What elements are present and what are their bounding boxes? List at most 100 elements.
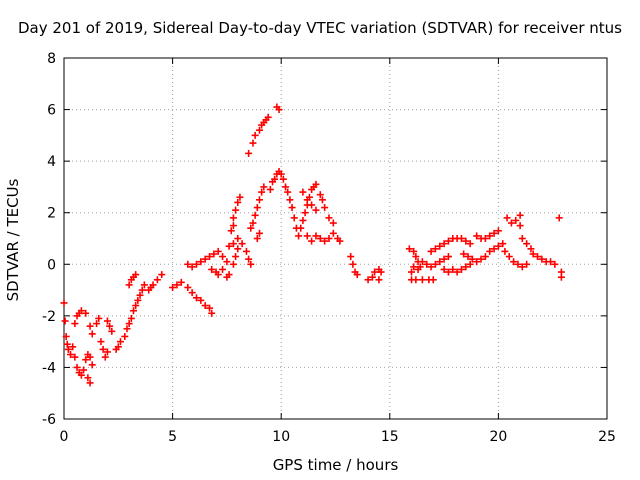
data-point <box>440 265 448 273</box>
data-point <box>377 268 385 276</box>
data-point <box>312 206 320 214</box>
data-point <box>255 196 263 204</box>
data-point <box>464 253 472 261</box>
data-point <box>219 265 227 273</box>
data-point <box>251 131 259 139</box>
data-point <box>214 247 222 255</box>
y-tick-label: 8 <box>47 51 56 67</box>
data-point <box>288 204 296 212</box>
data-point <box>501 247 509 255</box>
data-point <box>177 278 185 286</box>
data-point <box>329 219 337 227</box>
y-tick-label: -6 <box>42 412 56 428</box>
data-point <box>201 255 209 263</box>
data-point <box>466 260 474 268</box>
data-point <box>229 240 237 248</box>
data-point <box>518 263 526 271</box>
data-point <box>103 348 111 356</box>
data-point <box>208 309 216 317</box>
data-point <box>188 263 196 271</box>
data-point <box>62 332 70 340</box>
data-point <box>514 260 522 268</box>
data-point <box>247 260 255 268</box>
data-point <box>82 309 90 317</box>
data-point <box>557 273 565 281</box>
data-points <box>60 103 565 387</box>
data-point <box>477 255 485 263</box>
data-point <box>188 289 196 297</box>
data-point <box>316 235 324 242</box>
data-point <box>410 247 418 255</box>
data-point <box>486 232 494 240</box>
y-tick-label: 2 <box>47 206 56 222</box>
data-point <box>486 247 494 255</box>
data-point <box>408 268 416 276</box>
data-point <box>462 263 470 271</box>
data-point <box>286 196 294 204</box>
data-point <box>303 232 311 240</box>
data-point <box>490 229 498 237</box>
data-point <box>316 191 324 199</box>
data-point <box>64 345 72 353</box>
data-point <box>516 211 524 219</box>
data-point <box>279 175 287 183</box>
data-point <box>494 242 502 250</box>
x-tick-label: 10 <box>272 429 290 445</box>
data-point <box>321 237 329 245</box>
y-tick-label: -4 <box>42 360 56 376</box>
y-tick-label: -2 <box>42 309 56 325</box>
data-point <box>153 276 161 284</box>
data-point <box>503 214 511 222</box>
data-point <box>242 247 250 255</box>
data-point <box>473 258 481 266</box>
data-point <box>264 113 272 121</box>
data-point <box>523 260 531 268</box>
data-point <box>103 317 111 325</box>
data-point <box>444 268 452 276</box>
data-point <box>234 198 242 206</box>
data-point <box>410 263 418 271</box>
data-point <box>130 307 138 315</box>
data-point <box>312 232 320 240</box>
data-point <box>507 219 515 227</box>
x-tick-label: 0 <box>60 429 69 445</box>
data-point <box>325 235 333 242</box>
data-point <box>136 291 144 299</box>
data-point <box>347 253 355 261</box>
data-point <box>63 340 71 348</box>
data-point <box>290 214 298 222</box>
data-point <box>499 240 507 248</box>
data-point <box>436 242 444 250</box>
data-point <box>555 214 563 222</box>
data-point <box>523 240 531 248</box>
data-point <box>538 255 546 263</box>
data-point <box>229 214 237 222</box>
data-point <box>201 302 209 310</box>
data-point <box>453 268 461 276</box>
data-point <box>349 260 357 268</box>
data-point <box>481 235 489 242</box>
data-point <box>505 253 513 261</box>
data-point <box>412 253 420 261</box>
data-point <box>225 242 233 250</box>
data-point <box>457 265 465 273</box>
data-point <box>284 188 292 196</box>
data-point <box>282 183 290 191</box>
plot-frame <box>63 57 608 420</box>
data-point <box>116 338 124 346</box>
data-point <box>125 281 133 289</box>
data-point <box>95 314 103 322</box>
data-point <box>61 317 69 325</box>
data-point <box>84 374 92 382</box>
data-point <box>82 356 90 364</box>
data-point <box>132 302 140 310</box>
data-point <box>414 265 422 273</box>
data-point <box>255 126 263 134</box>
data-point <box>255 229 263 237</box>
x-tick-label: 20 <box>489 429 507 445</box>
data-point <box>299 216 307 224</box>
x-tick-label: 5 <box>168 429 177 445</box>
data-point <box>229 260 237 268</box>
y-tick-label: 6 <box>47 103 56 119</box>
